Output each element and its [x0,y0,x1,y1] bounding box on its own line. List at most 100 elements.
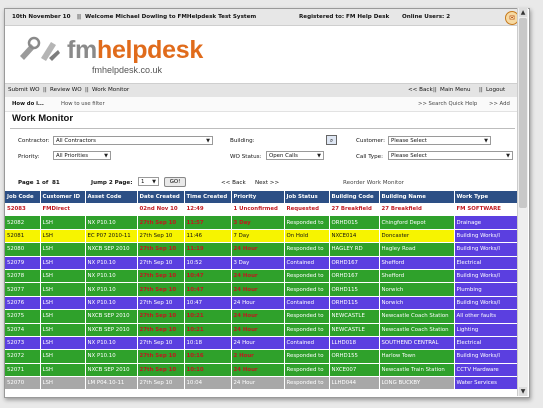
table-cell: ORHD015 [329,215,380,230]
table-cell[interactable]: 52082 [5,215,41,230]
logo-banner: fmhelpdesk fmhelpdesk.co.uk [5,26,518,84]
review-wo-link[interactable]: Review WO [50,87,82,93]
table-cell: 11:46 [184,229,232,244]
how-do-i-link[interactable]: How do i... [12,101,44,107]
wo-status-select[interactable]: Open Calls ▼ [266,151,324,160]
table-row[interactable]: 52070 LSH LM P04.10-11 27th Sep 10 10:04 24 H… [5,376,519,391]
table-cell[interactable]: 52078 [5,269,41,284]
customer-select[interactable]: Please Select ▼ [388,136,491,145]
page-label: Page [18,180,34,186]
help-bar: How do i... How to use filter >> Search … [5,97,518,112]
contractor-select[interactable]: All Contractors ▼ [53,136,213,145]
table-row[interactable]: 52081 LSH EC P07 2010-11 27th Sep 10 11:46 7 … [5,229,519,244]
table-row[interactable]: 52076 LSH NX P10.10 27th Sep 10 10:47 24 Hour… [5,296,519,311]
next-page-link[interactable]: Next >> [255,180,280,186]
add-link[interactable]: >> Add [489,101,510,107]
table-cell[interactable]: 52072 [5,349,41,364]
table-cell[interactable]: 52076 [5,296,41,311]
table-cell: Responded to [284,282,330,297]
tools-logo-icon [20,36,60,61]
column-header[interactable]: Time Created [184,191,232,203]
prev-page-link[interactable]: << Back [221,180,246,186]
table-row[interactable]: 52071 LSH NXCB SEP 2010 27th Sep 10 10:10 24 … [5,363,519,378]
column-header[interactable]: Asset Code [85,191,138,203]
table-row[interactable]: 52079 LSH NX P10.10 27th Sep 10 10:52 3 Day Co… [5,256,519,270]
logo-url: fmhelpdesk.co.uk [92,65,163,75]
table-cell: Shefford [379,256,455,270]
table-row[interactable]: 52078 LSH NX P10.10 27th Sep 10 10:47 24 Hour… [5,269,519,284]
table-cell[interactable]: 52074 [5,323,41,337]
go-button[interactable]: GO! [164,177,186,187]
table-cell[interactable]: 52083 [5,203,41,217]
table-row[interactable]: 52074 LSH NXCB SEP 2010 27th Sep 10 10:21 24 … [5,323,519,337]
table-cell[interactable]: 52070 [5,376,41,391]
scroll-up-icon[interactable]: ▲ [519,8,527,17]
column-header[interactable]: Date Created [137,191,185,203]
building-search-button[interactable]: ⌕ [326,135,337,145]
fmhelpdesk-logo: fmhelpdesk [67,36,203,64]
table-cell: Building Works/I [454,242,519,257]
column-header[interactable]: Work Type [454,191,519,203]
main-menu-link[interactable]: Main Menu [440,87,471,93]
table-cell: Responded to [284,215,330,230]
call-type-select[interactable]: Please Select ▼ [388,151,513,160]
table-cell: 10:52 [184,256,232,270]
table-cell: 24 Hour [231,242,285,257]
table-cell: All other faults [454,309,519,324]
table-row[interactable]: 52082 LSH NX P10.10 27th Sep 10 11:57 3 Day Re… [5,215,519,230]
column-header[interactable]: Customer ID [40,191,86,203]
table-cell: 10:47 [184,269,232,284]
table-cell[interactable]: 52075 [5,309,41,324]
table-cell: ORHD167 [329,256,380,270]
vertical-scrollbar[interactable]: ▲ ▼ [517,8,528,396]
work-monitor-link[interactable]: Work Monitor [92,87,130,93]
column-header[interactable]: Building Code [329,191,380,203]
table-cell[interactable]: 52079 [5,256,41,270]
scroll-thumb[interactable] [519,18,527,208]
table-cell: 02nd Nov 10 [137,203,185,217]
chevron-down-icon: ▼ [317,153,321,159]
building-label: Building: [230,138,255,144]
table-cell[interactable]: 52071 [5,363,41,378]
jump-page-select[interactable]: 1 ▼ [138,177,159,186]
logout-link[interactable]: Logout [486,87,506,93]
table-cell[interactable]: 52077 [5,282,41,297]
priority-select[interactable]: All Priorities ▼ [53,151,111,160]
table-row[interactable]: 52080 LSH NXCB SEP 2010 27th Sep 10 11:19 24 … [5,242,519,257]
column-header[interactable]: Job Status [284,191,330,203]
table-row[interactable]: 52073 LSH NX P10.10 27th Sep 10 10:18 24 Hour… [5,336,519,351]
table-cell: LSH [40,309,86,324]
table-cell: EC P07 2010-11 [85,229,138,244]
table-cell: Building Works/I [454,296,519,311]
top-status-bar: 10th November 10 || Welcome Michael Dowl… [5,9,519,26]
column-header[interactable]: Job Code [5,191,41,203]
quick-help-link[interactable]: >> Search Quick Help [418,101,478,107]
table-cell: 24 Hour [231,336,285,351]
table-cell: 10:47 [184,296,232,311]
how-to-filter-link[interactable]: How to use filter [61,101,105,107]
submit-wo-link[interactable]: Submit WO [8,87,40,93]
table-cell: LM P04.10-11 [85,376,138,391]
back-link[interactable]: << Back [408,87,433,93]
table-row[interactable]: 52072 LSH NX P10.10 27th Sep 10 10:16 2 Hour R… [5,349,519,364]
table-cell: 27th Sep 10 [137,229,185,244]
table-cell[interactable]: 52081 [5,229,41,244]
main-nav: Submit WO || Review WO || Work Monitor <… [5,83,518,98]
table-cell: Newcastle Coach Station [379,309,455,324]
table-cell: Building Works/I [454,229,519,244]
column-header[interactable]: Building Name [379,191,455,203]
table-cell: NX P10.10 [85,336,138,351]
table-cell: Electrical [454,336,519,351]
table-row[interactable]: 52083 FMDirect 02nd Nov 10 12:49 1 Unconfirm… [5,203,519,217]
reorder-link[interactable]: Reorder Work Monitor [343,180,404,186]
total-pages: 81 [52,180,60,186]
scroll-down-icon[interactable]: ▼ [519,387,527,396]
table-cell[interactable]: 52073 [5,336,41,351]
column-header[interactable]: Priority [231,191,285,203]
table-cell: NEWCASTLE [329,309,380,324]
table-cell[interactable]: 52080 [5,242,41,257]
table-row[interactable]: 52077 LSH NX P10.10 27th Sep 10 10:47 24 Hour… [5,282,519,297]
table-row[interactable]: 52075 LSH NXCB SEP 2010 27th Sep 10 10:21 24 … [5,309,519,324]
table-cell: FMDirect [40,203,86,217]
table-cell: 27th Sep 10 [137,363,185,378]
